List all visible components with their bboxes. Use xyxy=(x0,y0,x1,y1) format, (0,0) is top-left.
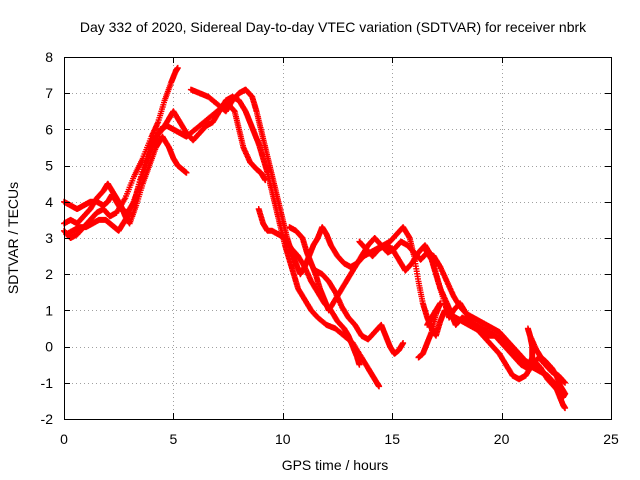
y-tick-label: 1 xyxy=(45,302,53,318)
y-tick-label: 2 xyxy=(45,266,53,282)
x-tick-label: 25 xyxy=(603,431,619,447)
y-tick-label: 6 xyxy=(45,121,53,137)
x-tick-label: 20 xyxy=(494,431,510,447)
tick-marks xyxy=(64,57,612,420)
data-point-markers xyxy=(312,267,407,357)
y-tick-label: -2 xyxy=(41,411,54,427)
data-track xyxy=(516,325,569,397)
data-point-markers xyxy=(61,101,269,216)
data-track xyxy=(415,300,444,361)
y-tick-label: 3 xyxy=(45,230,53,246)
data-track xyxy=(255,206,363,368)
x-tick-label: 0 xyxy=(60,431,68,447)
data-track xyxy=(61,133,190,227)
x-tick-label: 10 xyxy=(275,431,291,447)
y-tick-label: 0 xyxy=(45,339,53,355)
data-point-markers xyxy=(516,325,569,397)
chart-title: Day 332 of 2020, Sidereal Day-to-day VTE… xyxy=(80,19,587,35)
data-track xyxy=(61,64,181,241)
y-axis-tick-labels: -2 -1 0 1 2 3 4 5 6 7 8 xyxy=(41,49,54,427)
data-point-markers xyxy=(415,300,444,361)
data-track xyxy=(63,93,383,390)
data-track xyxy=(312,267,407,357)
x-tick-label: 15 xyxy=(384,431,400,447)
y-tick-label: 4 xyxy=(45,194,53,210)
data-point-markers xyxy=(255,206,363,368)
data-point-markers xyxy=(63,93,383,390)
data-track xyxy=(61,101,269,216)
y-tick-label: 7 xyxy=(45,85,53,101)
data-series xyxy=(61,64,569,412)
x-axis-label: GPS time / hours xyxy=(282,457,389,473)
y-tick-label: -1 xyxy=(41,375,54,391)
x-tick-label: 5 xyxy=(170,431,178,447)
data-point-markers xyxy=(61,64,181,241)
data-point-markers xyxy=(61,133,190,227)
x-axis-tick-labels: 0 5 10 15 20 25 xyxy=(60,431,619,447)
y-axis-label: SDTVAR / TECUs xyxy=(5,182,21,294)
y-tick-label: 5 xyxy=(45,158,53,174)
y-tick-label: 8 xyxy=(45,49,53,65)
